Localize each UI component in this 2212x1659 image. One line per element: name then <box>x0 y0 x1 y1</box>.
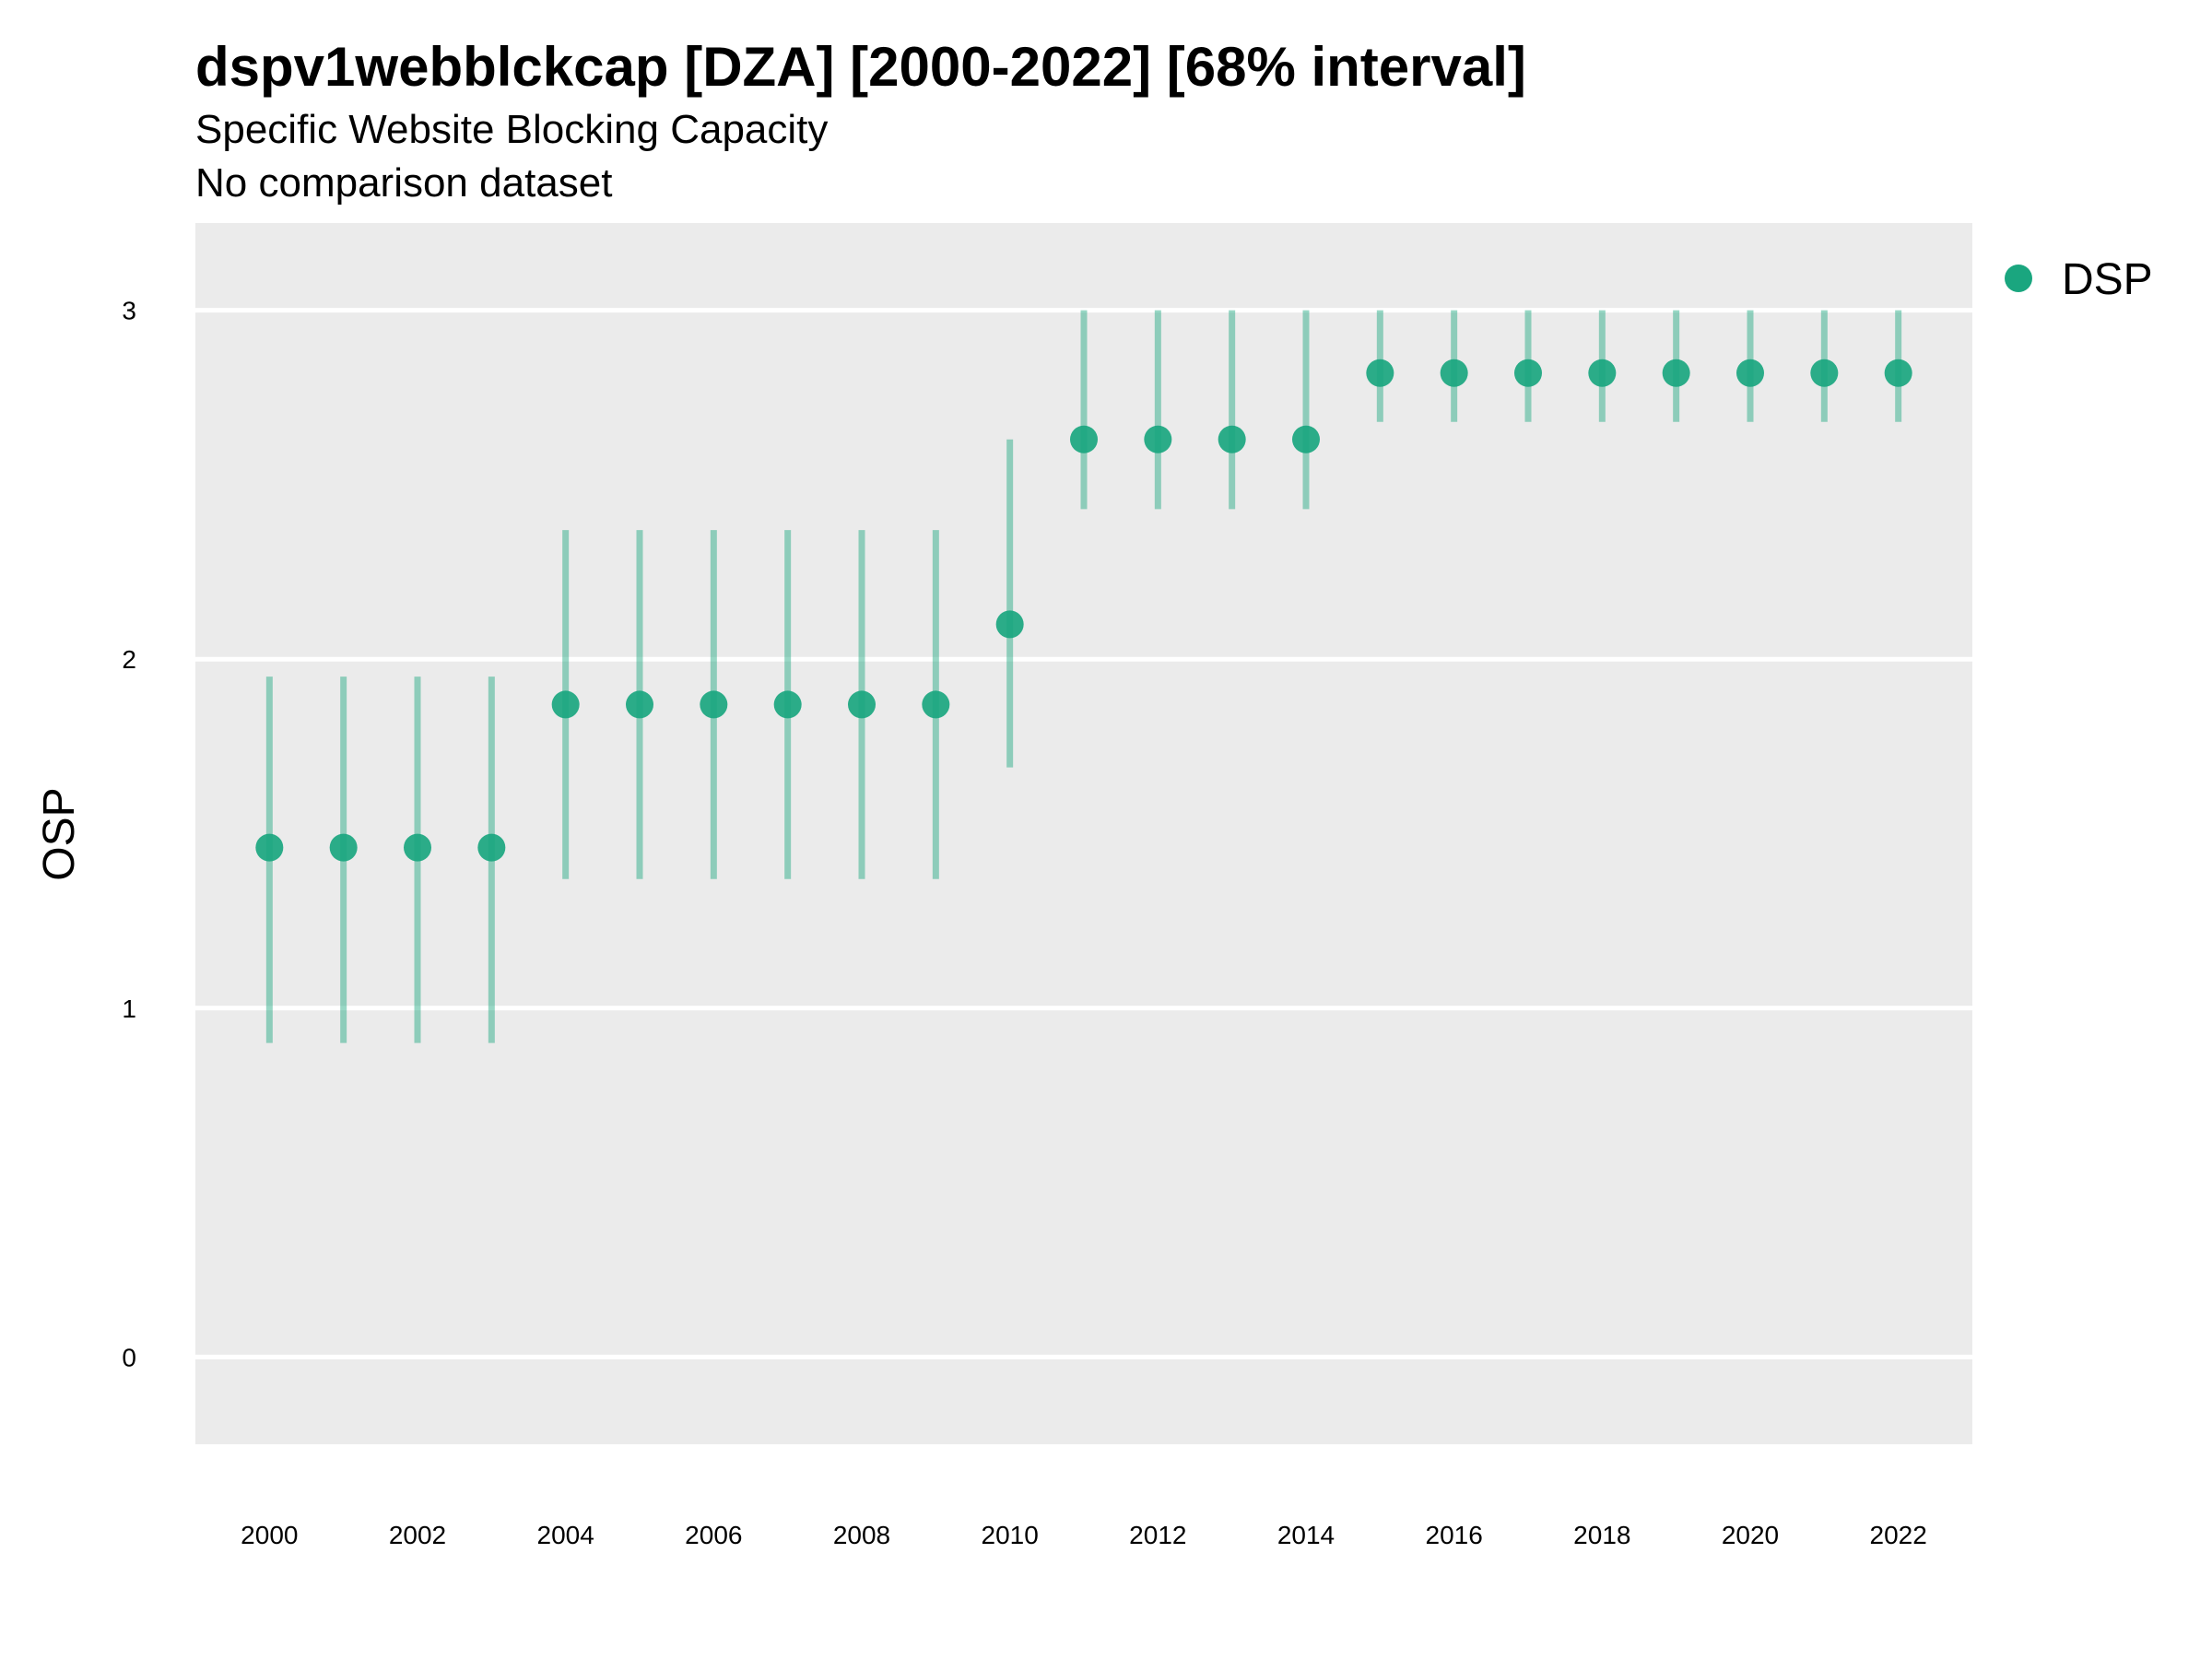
y-axis-ticks: 0 1 2 3 <box>122 297 136 1372</box>
data-point-2022 <box>1884 359 1912 387</box>
data-point-2004 <box>551 690 580 719</box>
data-point-2016 <box>1440 359 1468 387</box>
data-point-2011 <box>1070 425 1098 453</box>
x-tick-label-2004: 2004 <box>537 1521 594 1549</box>
x-tick-label-2010: 2010 <box>982 1521 1039 1549</box>
x-tick-label-2008: 2008 <box>833 1521 890 1549</box>
y-tick-label-0: 0 <box>122 1343 136 1371</box>
y-axis-title: OSP <box>35 787 84 880</box>
chart-subtitle: Specific Website Blocking Capacity <box>195 107 829 152</box>
data-point-2018 <box>1588 359 1617 387</box>
x-tick-label-2016: 2016 <box>1426 1521 1483 1549</box>
data-point-2009 <box>922 690 950 719</box>
data-point-2020 <box>1736 359 1764 387</box>
chart-title: dspv1webblckcap [DZA] [2000-2022] [68% i… <box>195 36 1526 98</box>
legend: DSP <box>2005 255 2153 304</box>
data-point-2013 <box>1218 425 1246 453</box>
legend-label-dsp: DSP <box>2062 255 2153 304</box>
data-point-2015 <box>1366 359 1394 387</box>
x-tick-label-2020: 2020 <box>1722 1521 1779 1549</box>
data-point-2001 <box>329 833 358 862</box>
chart-caption: No comparison dataset <box>195 160 613 206</box>
y-tick-label-3: 3 <box>122 297 136 325</box>
data-point-2014 <box>1292 425 1320 453</box>
data-point-2008 <box>848 690 876 719</box>
x-tick-label-2014: 2014 <box>1277 1521 1335 1549</box>
x-tick-label-2000: 2000 <box>241 1521 298 1549</box>
data-points <box>255 359 1912 862</box>
data-point-2021 <box>1810 359 1839 387</box>
legend-swatch-dsp <box>2005 265 2032 292</box>
data-point-2019 <box>1662 359 1690 387</box>
x-tick-label-2022: 2022 <box>1870 1521 1927 1549</box>
y-tick-label-2: 2 <box>122 645 136 674</box>
data-point-2002 <box>404 833 431 862</box>
x-tick-label-2012: 2012 <box>1129 1521 1186 1549</box>
y-tick-label-1: 1 <box>122 994 136 1023</box>
data-point-2005 <box>626 690 653 719</box>
data-point-2010 <box>995 610 1024 639</box>
grid-lines <box>195 308 1972 1359</box>
data-point-2007 <box>773 690 802 719</box>
x-axis-ticks: 2000 2002 2004 2006 2008 2010 2012 2014 2016 2018… <box>241 1521 1927 1549</box>
data-point-2012 <box>1144 425 1172 453</box>
x-tick-label-2002: 2002 <box>389 1521 446 1549</box>
x-tick-label-2006: 2006 <box>685 1521 742 1549</box>
data-point-2000 <box>255 833 284 862</box>
data-point-2006 <box>700 690 728 719</box>
data-point-2017 <box>1514 359 1542 387</box>
data-point-2003 <box>477 833 506 862</box>
x-tick-label-2018: 2018 <box>1573 1521 1630 1549</box>
